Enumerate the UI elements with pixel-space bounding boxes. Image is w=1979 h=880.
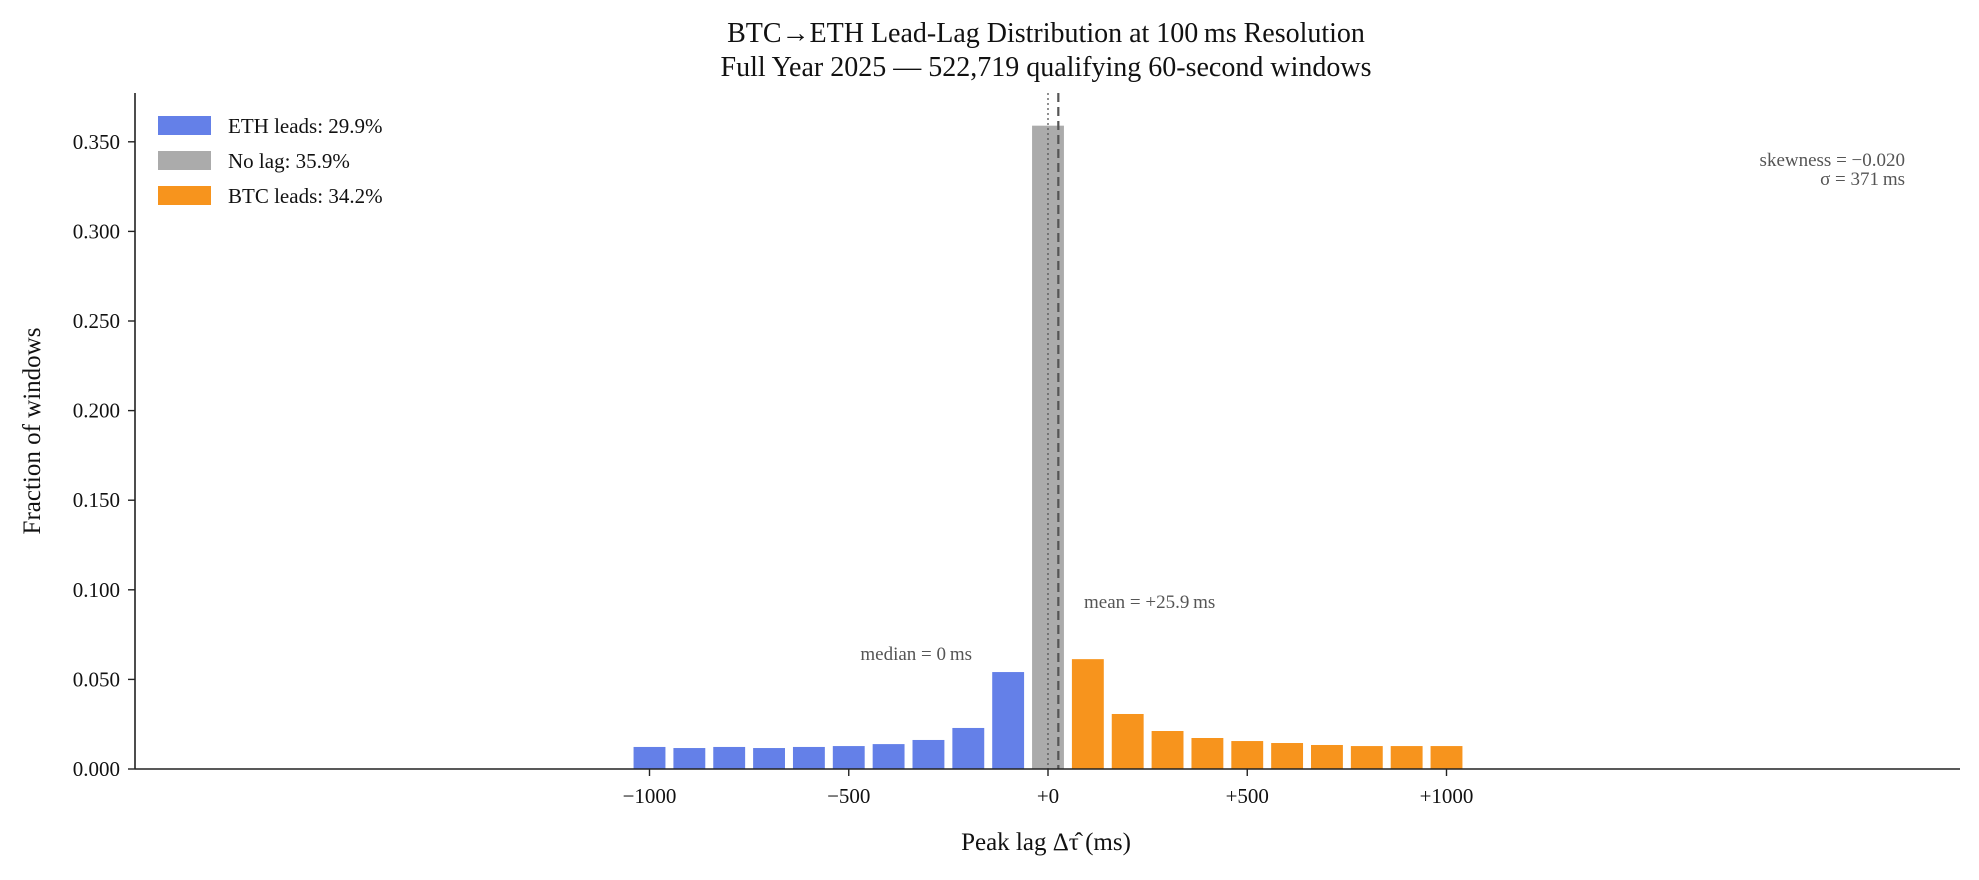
legend-swatch-eth: [158, 116, 211, 135]
bar--800: [713, 746, 746, 769]
bar--200: [952, 727, 985, 769]
bar-900: [1390, 746, 1423, 769]
legend-label-btc: BTC leads: 34.2%: [228, 184, 383, 208]
x-tick-label: +0: [1037, 784, 1059, 808]
chart-subtitle: Full Year 2025 — 522,719 qualifying 60-s…: [721, 52, 1372, 83]
x-tick-label: −1000: [623, 784, 677, 808]
bar-200: [1111, 713, 1144, 769]
bar--1000: [633, 746, 666, 769]
y-tick-label: 0.050: [73, 667, 120, 691]
median-annotation: median = 0 ms: [860, 644, 972, 665]
bar-400: [1191, 737, 1224, 769]
bar--600: [792, 746, 825, 769]
chart-title: BTC→ETH Lead-Lag Distribution at 100 ms …: [727, 18, 1365, 49]
x-tick-label: −500: [827, 784, 870, 808]
bar--100: [992, 672, 1025, 769]
y-tick-label: 0.350: [73, 130, 120, 154]
bar-600: [1271, 743, 1304, 769]
y-tick-label: 0.250: [73, 309, 120, 333]
bar-300: [1151, 731, 1184, 769]
legend-swatch-btc: [158, 186, 211, 205]
bar-700: [1311, 744, 1343, 769]
bar--700: [753, 748, 785, 769]
y-tick-label: 0.300: [73, 219, 120, 243]
bar--400: [872, 744, 905, 769]
bar-1000: [1430, 746, 1463, 769]
y-tick-label: 0.200: [73, 399, 120, 423]
bar--900: [673, 748, 706, 769]
x-ticks: −1000 −500 +0 +500 +1000: [623, 769, 1474, 808]
reference-lines: [1047, 93, 1060, 769]
bar--300: [912, 739, 945, 769]
x-tick-label: +500: [1226, 784, 1269, 808]
bars-group: [633, 125, 1463, 769]
y-ticks: 0.000 0.050 0.100 0.150 0.200 0.250 0.300 0.350: [73, 130, 135, 781]
legend-label-eth: ETH leads: 29.9%: [228, 114, 383, 138]
skewness-annotation: skewness = −0.020: [1760, 150, 1905, 171]
bar--500: [832, 746, 865, 769]
y-tick-label: 0.100: [73, 578, 120, 602]
bar-800: [1350, 746, 1383, 769]
y-tick-label: 0.150: [73, 488, 120, 512]
x-axis-label: Peak lag Δτ̂ (ms): [961, 829, 1131, 856]
y-tick-label: 0.000: [73, 757, 120, 781]
mean-annotation: mean = +25.9 ms: [1084, 592, 1215, 613]
x-tick-label: +1000: [1420, 784, 1474, 808]
sigma-annotation: σ = 371 ms: [1820, 169, 1905, 190]
bar-500: [1231, 741, 1264, 769]
y-axis-label: Fraction of windows: [19, 328, 46, 535]
legend: ETH leads: 29.9% No lag: 35.9% BTC leads…: [158, 114, 383, 208]
legend-label-no-lag: No lag: 35.9%: [228, 149, 350, 173]
legend-swatch-no-lag: [158, 151, 211, 170]
bar-100: [1071, 659, 1104, 769]
